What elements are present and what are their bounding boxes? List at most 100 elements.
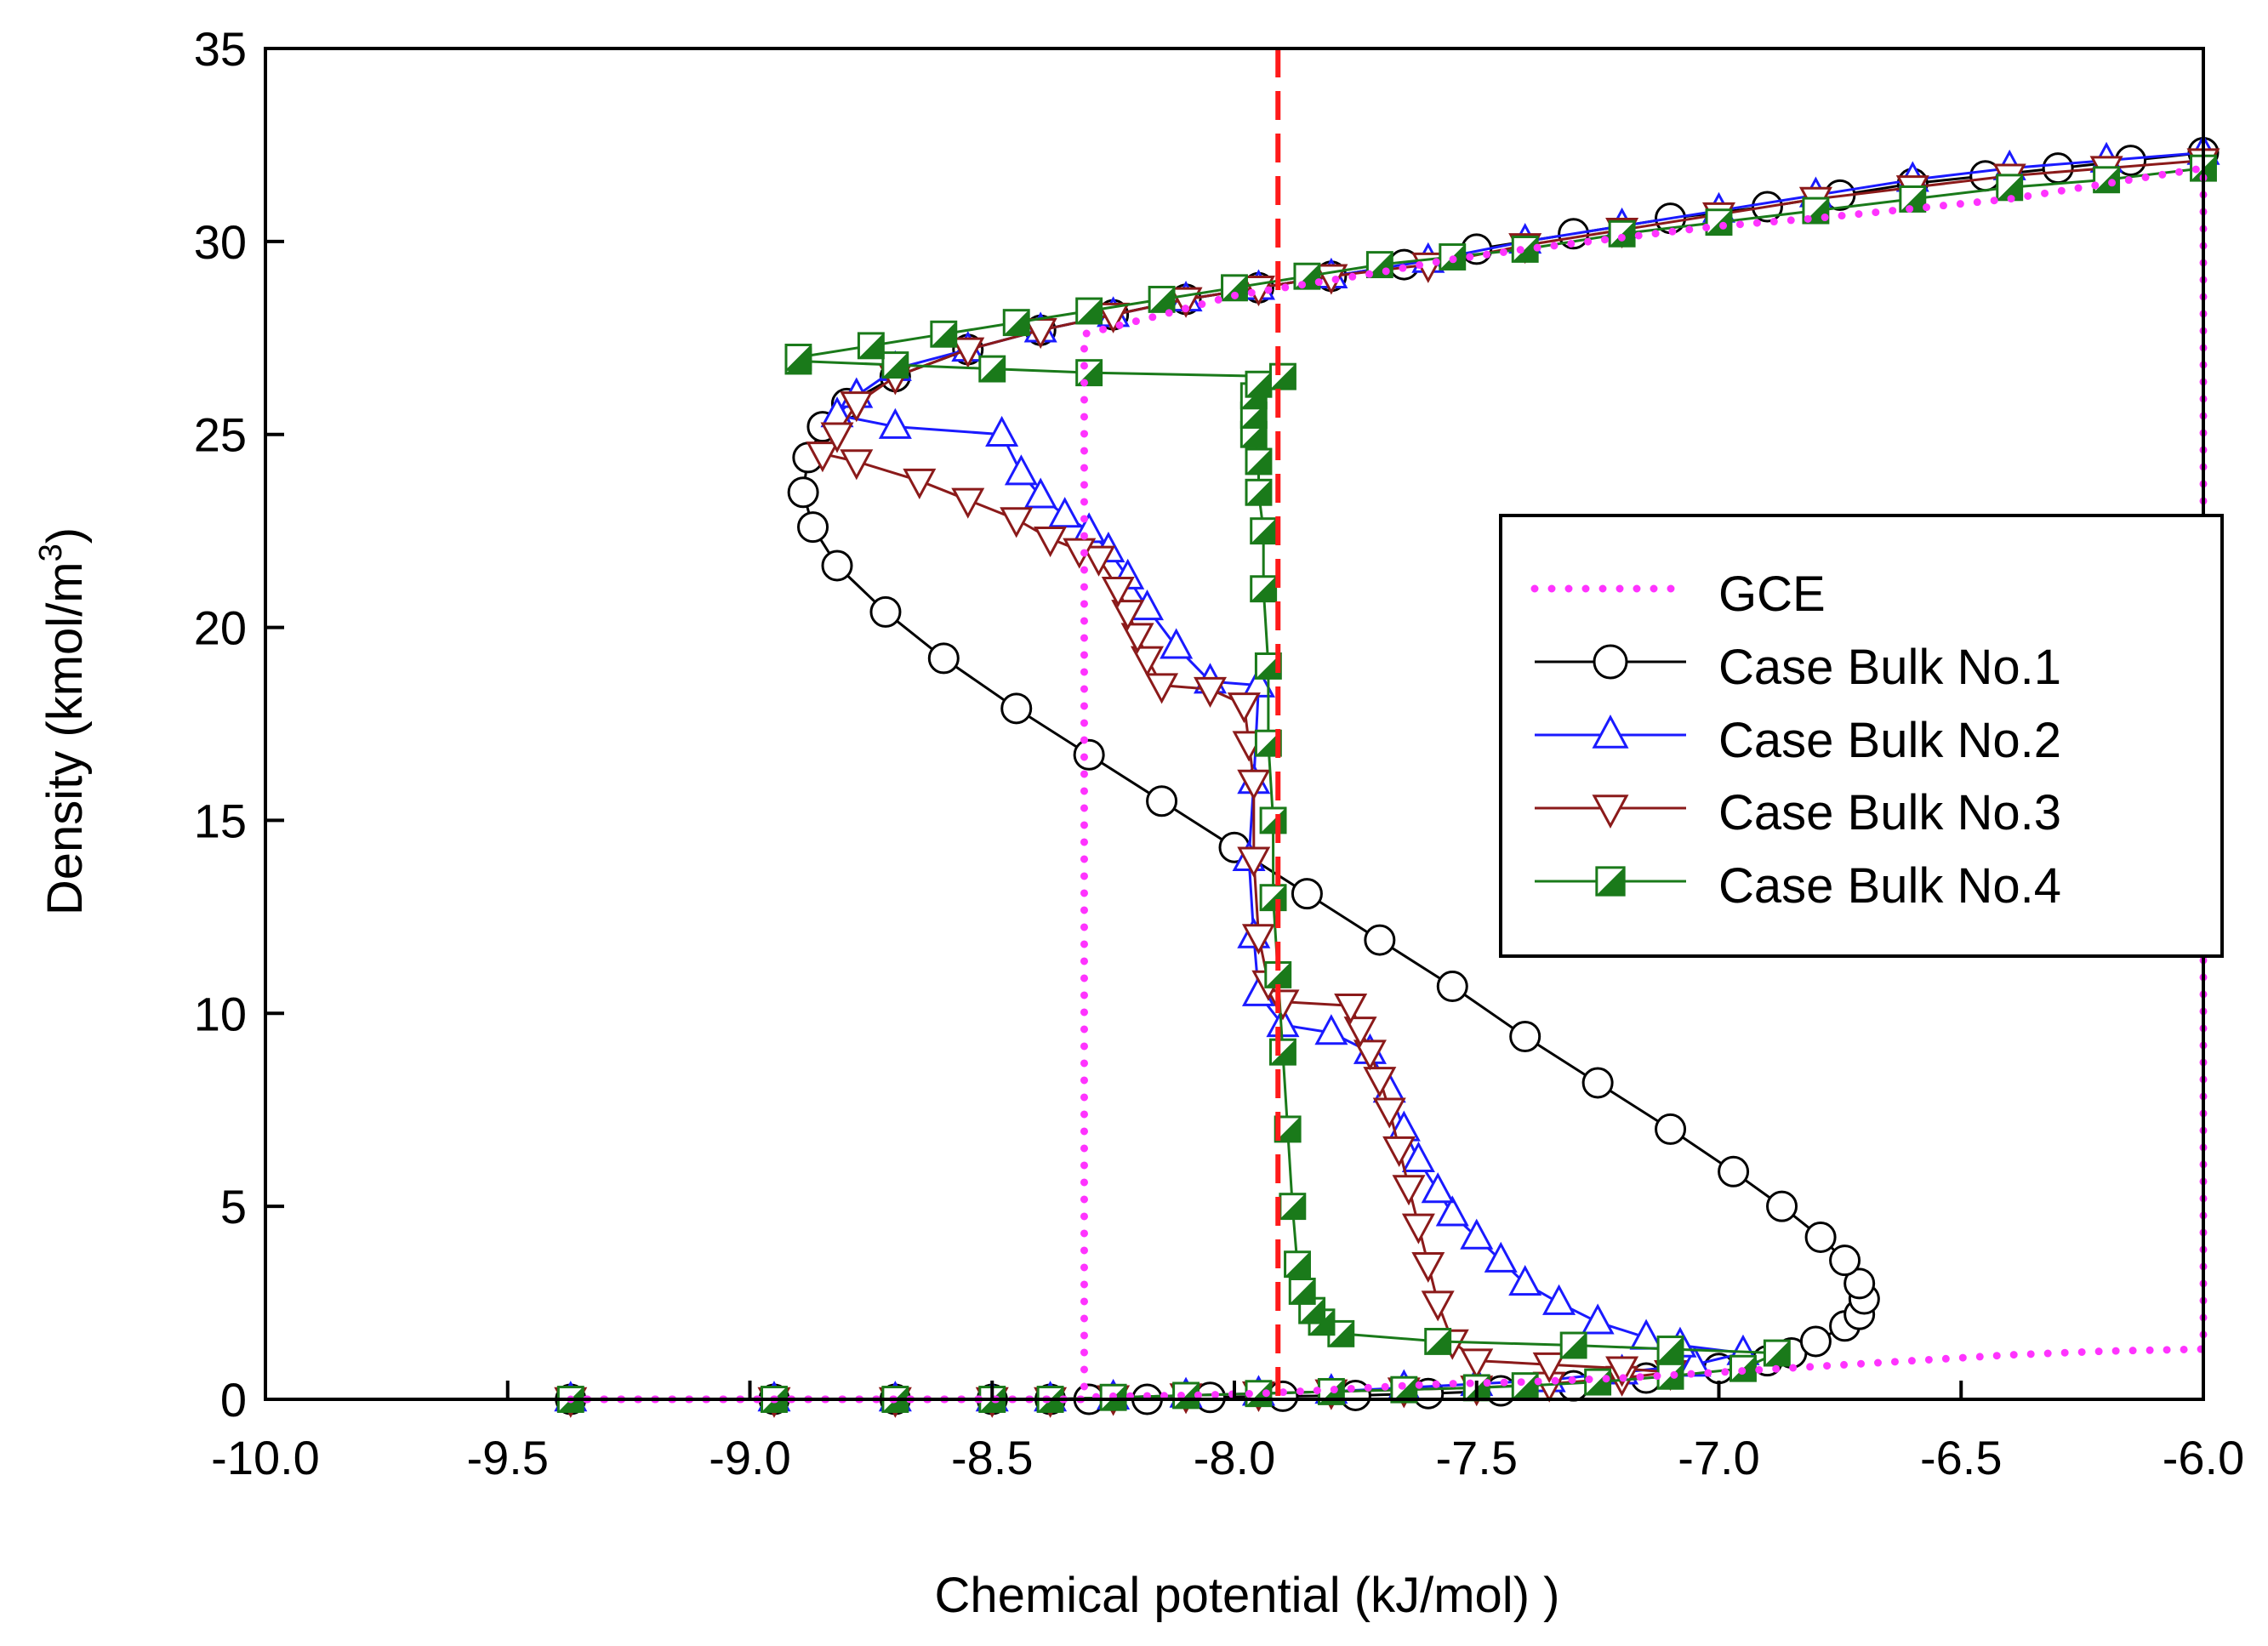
data-point-fill: [1294, 264, 1319, 289]
legend-label-case-bulk-no1: Case Bulk No.1: [1718, 640, 2061, 695]
data-point: [1245, 478, 1273, 506]
data-point: [820, 422, 854, 453]
series-4: [556, 154, 2217, 1413]
data-point-fill: [1275, 1116, 1301, 1142]
data-point: [840, 449, 874, 481]
data-point: [784, 344, 812, 371]
data-point: [1484, 1241, 1518, 1273]
x-tick-label: -8.5: [951, 1431, 1034, 1484]
data-point: [1082, 545, 1116, 577]
data-point: [869, 595, 902, 628]
data-point-fill: [882, 352, 908, 378]
x-tick-label: -10.0: [211, 1431, 320, 1484]
data-point: [1763, 1339, 1791, 1367]
legend-marker-fill: [1596, 867, 1625, 896]
data-point: [1799, 1325, 1832, 1358]
data-point: [1511, 235, 1539, 263]
data-point-fill: [1425, 1329, 1450, 1354]
data-point: [1353, 1039, 1387, 1071]
data-point-fill: [979, 356, 1005, 382]
legend-label-case-bulk-no3: Case Bulk No.3: [1718, 785, 2061, 840]
data-point-fill: [1246, 372, 1271, 397]
legend-marker: [1593, 644, 1628, 680]
data-point: [1581, 1303, 1615, 1335]
data-point-fill: [1004, 310, 1029, 335]
data-point-fill: [1246, 449, 1271, 474]
data-point: [1718, 1155, 1750, 1188]
data-point: [1048, 497, 1082, 528]
data-point-fill: [1265, 962, 1291, 988]
data-point: [1343, 1017, 1377, 1048]
data-point: [1259, 806, 1287, 834]
legend-samples: [1530, 584, 1690, 897]
data-point: [1678, 1346, 1712, 1377]
data-point: [1073, 738, 1105, 771]
data-point: [1656, 1336, 1684, 1363]
data-point: [927, 642, 960, 675]
data-point: [1421, 1290, 1455, 1322]
data-point: [1145, 673, 1179, 704]
data-point: [1004, 454, 1038, 486]
data-point-fill: [1658, 1336, 1683, 1362]
data-point: [1996, 174, 2024, 202]
data-point: [1160, 628, 1194, 659]
data-point: [1605, 1356, 1639, 1387]
legend-label-case-bulk-no2: Case Bulk No.2: [1718, 713, 2061, 768]
y-axis-title-main: Density (kmol/m: [37, 561, 93, 915]
data-point-fill: [1285, 1251, 1310, 1277]
data-point: [1288, 1278, 1316, 1305]
y-tick-label: 15: [194, 794, 247, 847]
y-axis-title-close: ): [37, 527, 93, 544]
data-point: [857, 332, 885, 360]
data-point-fill: [1585, 1370, 1610, 1395]
data-point-fill: [1290, 1279, 1315, 1304]
x-tick-label: -9.5: [467, 1431, 550, 1484]
data-point: [1766, 1190, 1798, 1222]
y-tick-label: 0: [220, 1373, 247, 1427]
data-point: [1023, 477, 1057, 509]
data-point-fill: [1256, 653, 1281, 679]
data-point-fill: [761, 1387, 787, 1412]
data-point: [1269, 362, 1296, 390]
data-point: [1829, 1244, 1861, 1277]
data-point: [978, 355, 1006, 383]
legend-label-gce: GCE: [1718, 567, 1826, 622]
data-point: [1250, 517, 1278, 545]
data-point: [1267, 1380, 1299, 1412]
x-axis-title: Chemical potential (kJ/mol) ): [935, 1568, 1560, 1623]
data-point: [1245, 447, 1273, 476]
data-point: [1111, 600, 1145, 631]
data-point: [985, 415, 1019, 447]
x-tick-label: -6.5: [1920, 1431, 2003, 1484]
y-axis-title: Density (kmol/m3): [33, 527, 93, 915]
data-point: [840, 391, 874, 423]
data-point-fill: [1270, 364, 1296, 390]
y-tick-label: 5: [220, 1180, 247, 1233]
data-point: [1097, 302, 1131, 333]
data-point: [1363, 1067, 1397, 1098]
data-point: [1364, 924, 1396, 956]
data-point: [1259, 884, 1287, 912]
data-point: [806, 441, 840, 473]
data-point: [1146, 785, 1178, 817]
data-point-fill: [1997, 174, 2022, 200]
data-point-fill: [1439, 244, 1465, 270]
data-point-fill: [1658, 1364, 1683, 1389]
legend: GCE Case Bulk No.1 Case Bulk No.2 Case B…: [1499, 514, 2224, 958]
data-point-fill: [786, 345, 811, 370]
x-tick-label: -9.0: [709, 1431, 791, 1484]
data-point-fill: [1309, 1309, 1334, 1335]
data-point: [787, 476, 819, 509]
data-point: [1227, 692, 1261, 724]
data-point: [1269, 1038, 1296, 1066]
legend-marker: [1592, 795, 1629, 829]
data-point: [797, 511, 829, 544]
data-point: [1279, 1193, 1307, 1221]
legend-label-case-bulk-no4: Case Bulk No.4: [1718, 858, 2061, 914]
data-point: [1401, 1141, 1435, 1172]
data-point: [881, 351, 909, 379]
data-point: [821, 550, 853, 582]
data-point: [1101, 576, 1135, 608]
data-point: [1460, 1218, 1494, 1250]
